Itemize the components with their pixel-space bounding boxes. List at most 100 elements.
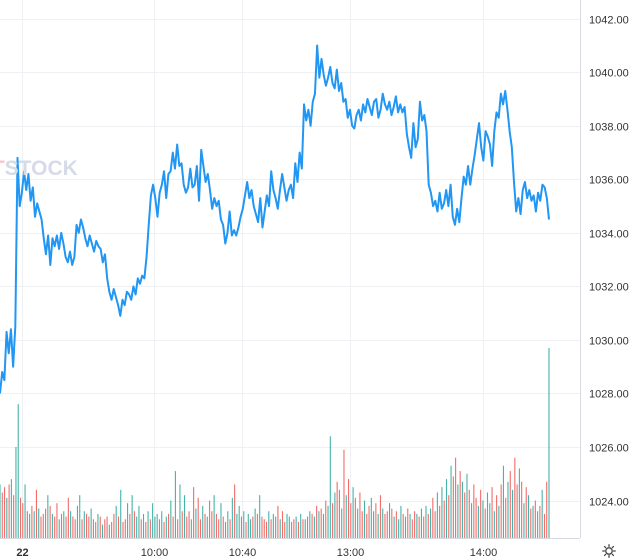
volume-bar [122,521,124,538]
volume-bar [10,479,12,538]
volume-bar [414,511,416,538]
volume-bar [204,513,206,538]
volume-bar [395,511,397,538]
volume-bar [325,500,327,538]
volume-bar [332,503,334,538]
volume-bar [149,519,151,538]
volume-bar [291,521,293,538]
volume-bar [345,495,347,538]
x-tick-label: 10:40 [229,547,257,559]
volume-bar [484,508,486,538]
price-line [0,44,550,394]
volume-bar [548,347,550,538]
volume-bar [543,513,545,538]
volume-bar [354,497,356,538]
volume-bar [532,505,534,538]
volume-bar [60,513,63,538]
volume-bar [377,513,379,538]
volume-bar [4,487,6,538]
volume-bar [47,495,49,538]
volume-bar [174,471,176,538]
volume-bar [190,519,192,538]
volume-bar [402,513,404,538]
volume-bar [56,503,58,538]
volume-bar [363,500,366,538]
volume-bar [288,516,290,538]
volume-bar [247,513,249,538]
volume-bar [92,519,94,538]
volume-bar [370,497,372,538]
volume-bar [373,511,375,538]
volume-bar [539,505,541,538]
volume-bar [129,513,131,538]
volume-bar [31,505,33,538]
x-tick-label: 13:00 [337,547,365,559]
volume-bar [243,511,245,538]
volume-bar [238,505,240,538]
volume-bar [279,519,281,538]
volume-bar [254,508,256,538]
volume-bar [97,513,99,538]
volume-bar [113,513,115,538]
volume-bar [179,484,181,538]
volume-bar [409,513,411,538]
volume-bar [74,519,76,538]
volume-bar [170,500,172,538]
volume-bar [88,516,90,538]
volume-bar [489,503,491,538]
volume-bar [26,511,28,538]
volume-bar [502,465,504,538]
volume-bar [211,511,213,538]
volume-bar [525,487,527,538]
volume-bar [391,508,393,538]
volume-bar [259,495,261,538]
settings-button[interactable] [600,542,618,560]
volume-bar [514,457,516,538]
volume-bar [234,484,236,538]
volume-bar [493,511,495,538]
volume-bar [480,489,482,538]
volume-bar [154,516,156,538]
volume-bar [457,484,459,538]
volume-bar [138,505,140,538]
volume-bar [366,513,368,538]
volume-bar [40,516,42,538]
x-tick-label: 10:00 [141,547,169,559]
volume-bar [83,511,85,538]
volume-bar [404,516,407,538]
volume-bar [343,449,345,538]
volume-bar [327,505,329,538]
volume-bar [19,497,22,538]
volume-bar [475,497,477,538]
volume-bar [76,505,78,538]
volume-bar [236,513,238,538]
watermark-logo: ITSTOCK [0,157,78,180]
volume-bars [0,347,550,538]
volume-bar [448,495,450,538]
volume-bar [158,519,161,538]
x-tick-label: 14:00 [470,547,498,559]
volume-bar [72,516,74,538]
volume-bar [302,519,304,538]
volume-bar [434,511,436,538]
volume-bar [471,503,473,538]
volume-bar [320,508,322,538]
volume-bar [261,516,263,538]
volume-bar [420,508,422,538]
volume-bar [486,492,489,538]
volume-bar [106,516,108,538]
volume-bar [443,500,445,538]
volume-bar [293,519,295,538]
volume-bar [140,519,142,538]
volume-bar [477,505,479,538]
volume-bar [466,473,468,538]
volume-bar [250,519,252,538]
volume-bar [147,511,149,538]
volume-bar [265,521,268,538]
price-line-layer [0,44,550,394]
volume-bar [318,511,320,538]
volume-bar [193,487,195,538]
volume-bar [15,447,17,538]
